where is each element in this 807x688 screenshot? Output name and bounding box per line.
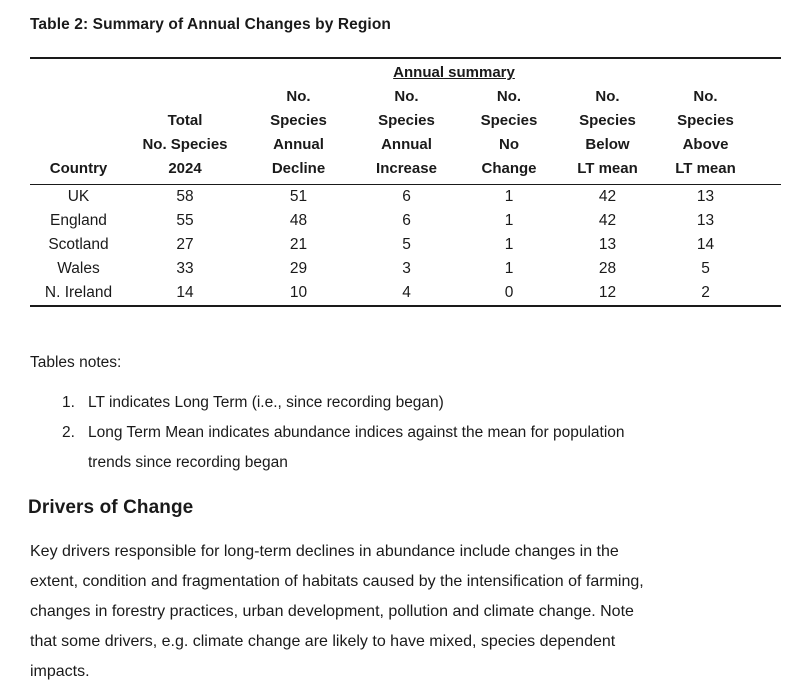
column-header-line: Total <box>167 112 203 129</box>
list-item-text: LT indicates Long Term (i.e., since reco… <box>88 394 444 411</box>
column-header-line: Decline <box>271 160 326 177</box>
column-header-line: 2024 <box>168 160 202 177</box>
value-cell: 14 <box>696 236 715 253</box>
country-cell: Scotland <box>48 236 109 253</box>
column-header-line: No. <box>595 88 620 105</box>
value-cell: 13 <box>598 236 617 253</box>
value-cell: 42 <box>598 212 617 229</box>
value-cell: 42 <box>598 188 617 205</box>
column-header-line: No. <box>496 88 522 105</box>
column-header-row: Country Total No. Species 2024 No. Species Ann… <box>30 85 781 185</box>
value-cell: 5 <box>402 236 411 253</box>
value-cell: 33 <box>176 260 194 277</box>
value-cell: 14 <box>176 284 194 301</box>
group-header-spacer <box>30 58 127 85</box>
value-cell: 10 <box>289 284 308 301</box>
value-cell: 0 <box>504 284 514 301</box>
country-cell: England <box>50 212 107 229</box>
column-header-line: Change <box>481 160 537 177</box>
list-item: 2. Long Term Mean indicates abundance ind… <box>62 418 807 478</box>
column-header-line: Species <box>677 112 734 129</box>
column-header-line: No. <box>286 88 311 105</box>
column-header: No. Species No Change <box>459 85 559 185</box>
notes-list: 1. LT indicates Long Term (i.e., since re… <box>0 388 807 478</box>
table-row: UK 58 51 6 1 42 13 <box>30 185 781 210</box>
column-header-line: Country <box>49 160 108 177</box>
value-cell: 6 <box>402 212 411 229</box>
value-cell: 48 <box>289 212 308 229</box>
paragraph-line: that some drivers, e.g. climate change a… <box>30 633 616 650</box>
column-header-line: Annual <box>273 136 324 153</box>
list-item-number: 2. <box>62 424 75 441</box>
group-header: Annual summary <box>393 64 515 81</box>
column-header: No. Species Annual Increase <box>354 85 459 185</box>
column-header-line: Above <box>682 136 729 153</box>
value-cell: 58 <box>176 188 194 205</box>
value-cell: 27 <box>176 236 194 253</box>
value-cell: 13 <box>696 212 715 229</box>
value-cell: 12 <box>598 284 617 301</box>
country-cell: Wales <box>57 260 100 277</box>
table-row: N. Ireland 14 10 4 0 12 2 <box>30 281 781 306</box>
column-header-line: No. <box>394 88 419 105</box>
column-header: Total No. Species 2024 <box>127 85 243 185</box>
column-header-line: LT mean <box>577 160 638 177</box>
column-header-line: Species <box>579 112 636 129</box>
table-caption: Table 2: Summary of Annual Changes by Re… <box>30 16 391 33</box>
country-cell: UK <box>67 188 90 205</box>
country-cell: N. Ireland <box>44 284 113 301</box>
value-cell: 29 <box>289 260 308 277</box>
value-cell: 1 <box>504 236 514 253</box>
column-header-line: No. Species <box>142 136 228 153</box>
value-cell: 1 <box>504 188 514 205</box>
paragraph-line: impacts. <box>30 663 90 680</box>
paragraph-line: extent, condition and fragmentation of h… <box>30 573 644 590</box>
column-header: No. Species Above LT mean <box>656 85 781 185</box>
value-cell: 51 <box>289 188 308 205</box>
value-cell: 4 <box>402 284 411 301</box>
notes-label: Tables notes: <box>30 354 122 371</box>
value-cell: 6 <box>402 188 411 205</box>
table-row: Wales 33 29 3 1 28 5 <box>30 257 781 281</box>
annual-changes-table: Annual summary Country Total No. Species 20… <box>30 57 782 307</box>
column-header-line: No <box>499 136 519 153</box>
column-header-line: Annual <box>381 136 432 153</box>
column-header: Country <box>30 85 127 185</box>
column-header-line: Species <box>480 112 538 129</box>
list-item-text: Long Term Mean indicates abundance indic… <box>88 424 625 471</box>
column-header-line: Increase <box>376 160 437 177</box>
column-header: No. Species Annual Decline <box>243 85 354 185</box>
list-item: 1. LT indicates Long Term (i.e., since re… <box>62 388 807 418</box>
paragraph-line: changes in forestry practices, urban dev… <box>30 603 634 620</box>
value-cell: 3 <box>402 260 411 277</box>
value-cell: 5 <box>701 260 710 277</box>
value-cell: 55 <box>176 212 194 229</box>
paragraph: Key drivers responsible for long-term de… <box>30 537 787 687</box>
value-cell: 28 <box>598 260 617 277</box>
column-header-line: LT mean <box>675 160 736 177</box>
group-header-row: Annual summary <box>30 58 781 85</box>
value-cell: 1 <box>504 212 514 229</box>
column-header-line: Species <box>378 112 435 129</box>
table-row: England 55 48 6 1 42 13 <box>30 209 781 233</box>
list-item-number: 1. <box>62 394 75 411</box>
column-header: No. Species Below LT mean <box>559 85 656 185</box>
value-cell: 1 <box>504 260 514 277</box>
paragraph-line: Key drivers responsible for long-term de… <box>30 543 619 560</box>
column-header-line: Below <box>585 136 630 153</box>
value-cell: 13 <box>696 188 715 205</box>
column-header-line: No. <box>693 88 718 105</box>
table-row: Scotland 27 21 5 1 13 14 <box>30 233 781 257</box>
column-header-line: Species <box>270 112 327 129</box>
section-heading: Drivers of Change <box>28 497 194 518</box>
value-cell: 21 <box>289 236 308 253</box>
value-cell: 2 <box>701 284 710 301</box>
